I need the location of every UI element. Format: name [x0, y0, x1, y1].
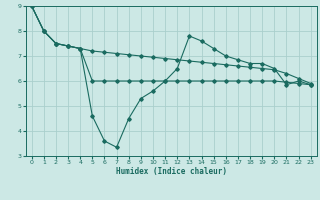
X-axis label: Humidex (Indice chaleur): Humidex (Indice chaleur) — [116, 167, 227, 176]
